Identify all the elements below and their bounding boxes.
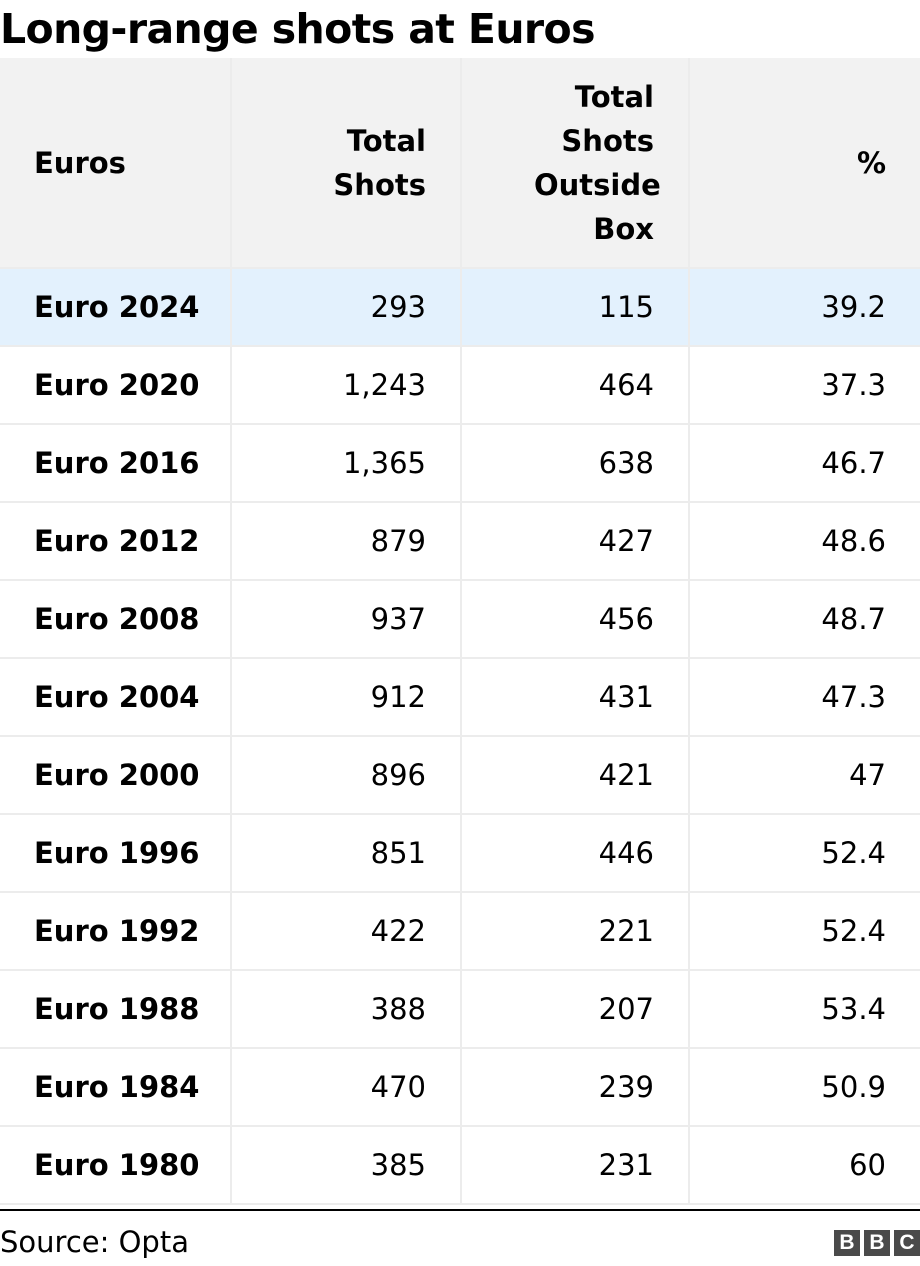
table-row: Euro 1992 422 221 52.4 [0,892,920,971]
cell-total-shots: 879 [230,502,461,581]
cell-pct: 50.9 [688,1048,920,1127]
cell-euros: Euro 1984 [0,1048,231,1127]
cell-pct: 39.2 [688,268,920,347]
cell-outside-box: 221 [460,892,689,971]
cell-euros: Euro 1992 [0,892,231,971]
cell-total-shots: 1,365 [230,424,461,503]
data-table: Euros Total Shots Total Shots Outside Bo… [0,58,920,1205]
column-header-pct: % [688,58,920,269]
cell-total-shots: 912 [230,658,461,737]
cell-euros: Euro 2008 [0,580,231,659]
bbc-logo-letter: B [864,1230,890,1256]
chart-title: Long-range shots at Euros [0,5,596,53]
cell-total-shots: 422 [230,892,461,971]
table-row: Euro 2024 293 115 39.2 [0,268,920,347]
table-row: Euro 2000 896 421 47 [0,736,920,815]
cell-total-shots: 385 [230,1126,461,1205]
bbc-logo-letter: B [834,1230,860,1256]
cell-euros: Euro 1980 [0,1126,231,1205]
cell-outside-box: 464 [460,346,689,425]
table-row: Euro 2020 1,243 464 37.3 [0,346,920,425]
table-row: Euro 2004 912 431 47.3 [0,658,920,737]
cell-total-shots: 1,243 [230,346,461,425]
cell-outside-box: 638 [460,424,689,503]
cell-euros: Euro 2004 [0,658,231,737]
table-row: Euro 1996 851 446 52.4 [0,814,920,893]
column-header-euros: Euros [0,58,231,269]
cell-outside-box: 421 [460,736,689,815]
cell-total-shots: 293 [230,268,461,347]
cell-euros: Euro 2016 [0,424,231,503]
column-header-total-shots-label: Total Shots [333,123,426,202]
cell-outside-box: 456 [460,580,689,659]
cell-euros: Euro 2000 [0,736,231,815]
cell-outside-box: 231 [460,1126,689,1205]
cell-pct: 46.7 [688,424,920,503]
cell-pct: 47.3 [688,658,920,737]
table-row: Euro 2016 1,365 638 46.7 [0,424,920,503]
cell-euros: Euro 1988 [0,970,231,1049]
cell-euros: Euro 2012 [0,502,231,581]
cell-outside-box: 115 [460,268,689,347]
cell-pct: 60 [688,1126,920,1205]
cell-pct: 48.7 [688,580,920,659]
cell-euros: Euro 2020 [0,346,231,425]
cell-pct: 52.4 [688,814,920,893]
cell-outside-box: 431 [460,658,689,737]
bbc-logo-letter: C [894,1230,920,1256]
source-note: Source: Opta [0,1225,189,1259]
column-header-outside-box-label: Total Shots Outside Box [534,79,661,246]
cell-pct: 52.4 [688,892,920,971]
cell-total-shots: 470 [230,1048,461,1127]
table-row: Euro 2012 879 427 48.6 [0,502,920,581]
cell-pct: 53.4 [688,970,920,1049]
cell-total-shots: 896 [230,736,461,815]
column-header-total-shots: Total Shots [230,58,461,269]
cell-outside-box: 446 [460,814,689,893]
table-row: Euro 2008 937 456 48.7 [0,580,920,659]
table-row: Euro 1988 388 207 53.4 [0,970,920,1049]
table-header-row: Euros Total Shots Total Shots Outside Bo… [0,58,920,269]
table-body: Euro 2024 293 115 39.2 Euro 2020 1,243 464 37.3… [0,268,920,1205]
footer-divider [0,1209,920,1211]
cell-total-shots: 388 [230,970,461,1049]
cell-outside-box: 207 [460,970,689,1049]
cell-euros: Euro 1996 [0,814,231,893]
column-header-outside-box: Total Shots Outside Box [460,58,689,269]
cell-total-shots: 937 [230,580,461,659]
cell-pct: 37.3 [688,346,920,425]
bbc-logo: B B C [834,1230,920,1256]
cell-total-shots: 851 [230,814,461,893]
cell-pct: 47 [688,736,920,815]
cell-outside-box: 239 [460,1048,689,1127]
cell-pct: 48.6 [688,502,920,581]
cell-euros: Euro 2024 [0,268,231,347]
table-row: Euro 1980 385 231 60 [0,1126,920,1205]
table-row: Euro 1984 470 239 50.9 [0,1048,920,1127]
cell-outside-box: 427 [460,502,689,581]
